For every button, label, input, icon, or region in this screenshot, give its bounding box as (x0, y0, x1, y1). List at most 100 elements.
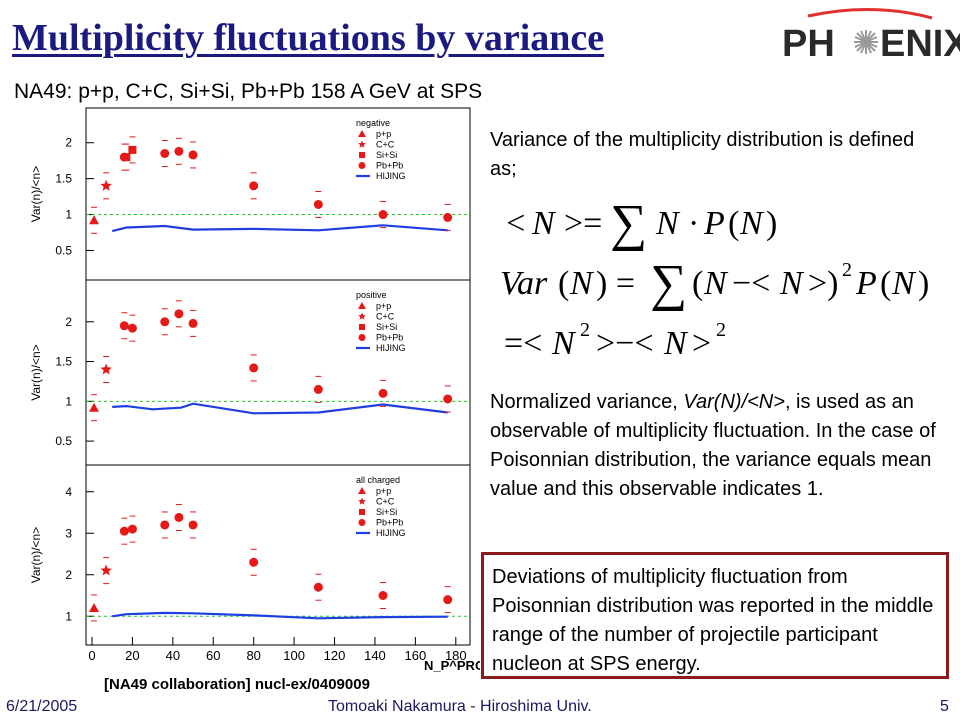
pbpb-point (313, 582, 323, 592)
x-tick-label: 40 (166, 648, 180, 663)
svg-text:<: < (504, 205, 527, 242)
x-tick-label: 80 (246, 648, 260, 663)
svg-text:(: ( (692, 265, 703, 302)
x-tick-label: 100 (283, 648, 305, 663)
svg-text:−<: −< (732, 265, 770, 302)
svg-text:N: N (569, 265, 595, 302)
legend-entry: Si+Si (376, 150, 397, 160)
pbpb-point (249, 557, 259, 567)
x-tick-label: 160 (405, 648, 427, 663)
pbpb-point (378, 388, 388, 398)
svg-text:N: N (703, 265, 729, 302)
hijing-line (112, 611, 448, 620)
legend-title: positive (356, 290, 387, 300)
pp-point (89, 402, 100, 412)
svg-text:N: N (779, 265, 805, 302)
svg-text:=<: =< (504, 325, 542, 362)
y-tick-label: 1.5 (55, 355, 72, 369)
legend-cc-marker (358, 140, 366, 148)
legend-entry: Si+Si (376, 322, 397, 332)
legend-cc-marker (358, 312, 366, 320)
svg-text:·: · (688, 205, 699, 242)
legend-entry: p+p (376, 129, 391, 139)
pbpb-point (174, 309, 184, 319)
plot-frame (85, 107, 471, 646)
svg-text:(: ( (728, 205, 739, 242)
y-tick-label: 1 (65, 208, 72, 222)
svg-text:2: 2 (716, 319, 726, 341)
y-axis-label: Var(n)/<n> (29, 166, 43, 222)
pp-point (89, 602, 100, 612)
conclusion-box: Deviations of multiplicity fluctuation f… (481, 552, 949, 679)
normalized-formula: Var(N)/<N> (683, 391, 785, 413)
variance-description: Variance of the multiplicity distributio… (490, 129, 915, 180)
citation: [NA49 collaboration] nucl-ex/0409009 (104, 676, 370, 693)
pbpb-point (127, 524, 137, 534)
legend-title: all charged (356, 475, 400, 485)
sisi-point (128, 145, 137, 154)
legend-title: negative (356, 118, 390, 128)
svg-text:N: N (891, 265, 917, 302)
legend-entry: HIJING (376, 528, 406, 538)
legend-entry: HIJING (376, 171, 406, 181)
normalized-prefix: Normalized variance, (490, 391, 684, 413)
svg-text:Var: Var (500, 265, 548, 302)
svg-text:2: 2 (842, 259, 852, 281)
pbpb-point (119, 152, 129, 162)
legend-pbpb-marker (358, 519, 366, 526)
pp-point (89, 215, 100, 225)
y-axis-label: Var(n)/<n> (29, 527, 43, 583)
y-tick-label: 2 (65, 136, 72, 150)
legend-entry: p+p (376, 486, 391, 496)
y-tick-label: 4 (65, 485, 72, 499)
svg-text:ENIX: ENIX (880, 23, 960, 65)
svg-text:>=: >= (564, 205, 602, 242)
svg-text:>): >) (808, 265, 839, 302)
pbpb-point (188, 520, 198, 530)
y-tick-label: 0.5 (55, 243, 72, 257)
pbpb-point (313, 384, 323, 394)
legend-entry: C+C (376, 497, 395, 507)
legend-sisi-marker (359, 324, 365, 330)
variance-equations: < N >= ∑ N · P ( N ) Var ( N ) = ∑ ( N −… (500, 196, 929, 362)
svg-text:∑: ∑ (650, 255, 687, 312)
cc-point (100, 179, 112, 191)
y-tick-label: 2 (65, 315, 72, 329)
x-tick-label: 60 (206, 648, 220, 663)
pbpb-point (443, 394, 453, 404)
x-tick-label: 180 (445, 648, 467, 663)
legend-entry: C+C (376, 140, 395, 150)
hijing-line (112, 402, 448, 415)
legend-entry: Pb+Pb (376, 333, 403, 343)
y-tick-label: 0.5 (55, 434, 72, 448)
svg-text:N: N (655, 205, 681, 242)
x-tick-label: 140 (364, 648, 386, 663)
y-tick-label: 1 (65, 609, 72, 623)
variance-chart: 0.511.52negativep+pC+CSi+SiPb+PbHIJINGVa… (29, 107, 480, 673)
pbpb-point (119, 526, 129, 536)
y-axis-label: Var(n)/<n> (29, 344, 43, 400)
pbpb-point (188, 150, 198, 160)
pbpb-point (188, 318, 198, 328)
svg-text:N: N (739, 205, 765, 242)
legend-pp-marker (358, 302, 366, 309)
x-axis-label: N_P^PROJ (424, 658, 480, 673)
legend-pp-marker (358, 487, 366, 494)
svg-text:N: N (551, 325, 577, 362)
slide-title: Multiplicity fluctuations by variance (12, 17, 605, 59)
pbpb-point (378, 210, 388, 220)
svg-text:): ) (918, 265, 929, 302)
svg-text:P: P (855, 265, 877, 302)
legend-pp-marker (358, 130, 366, 137)
pbpb-point (119, 321, 129, 331)
pbpb-point (378, 591, 388, 600)
svg-text:N: N (663, 325, 689, 362)
cc-point (100, 363, 112, 375)
svg-text:>: > (692, 325, 711, 362)
pbpb-point (443, 595, 453, 605)
pbpb-point (160, 149, 170, 158)
legend-entry: Pb+Pb (376, 161, 403, 171)
